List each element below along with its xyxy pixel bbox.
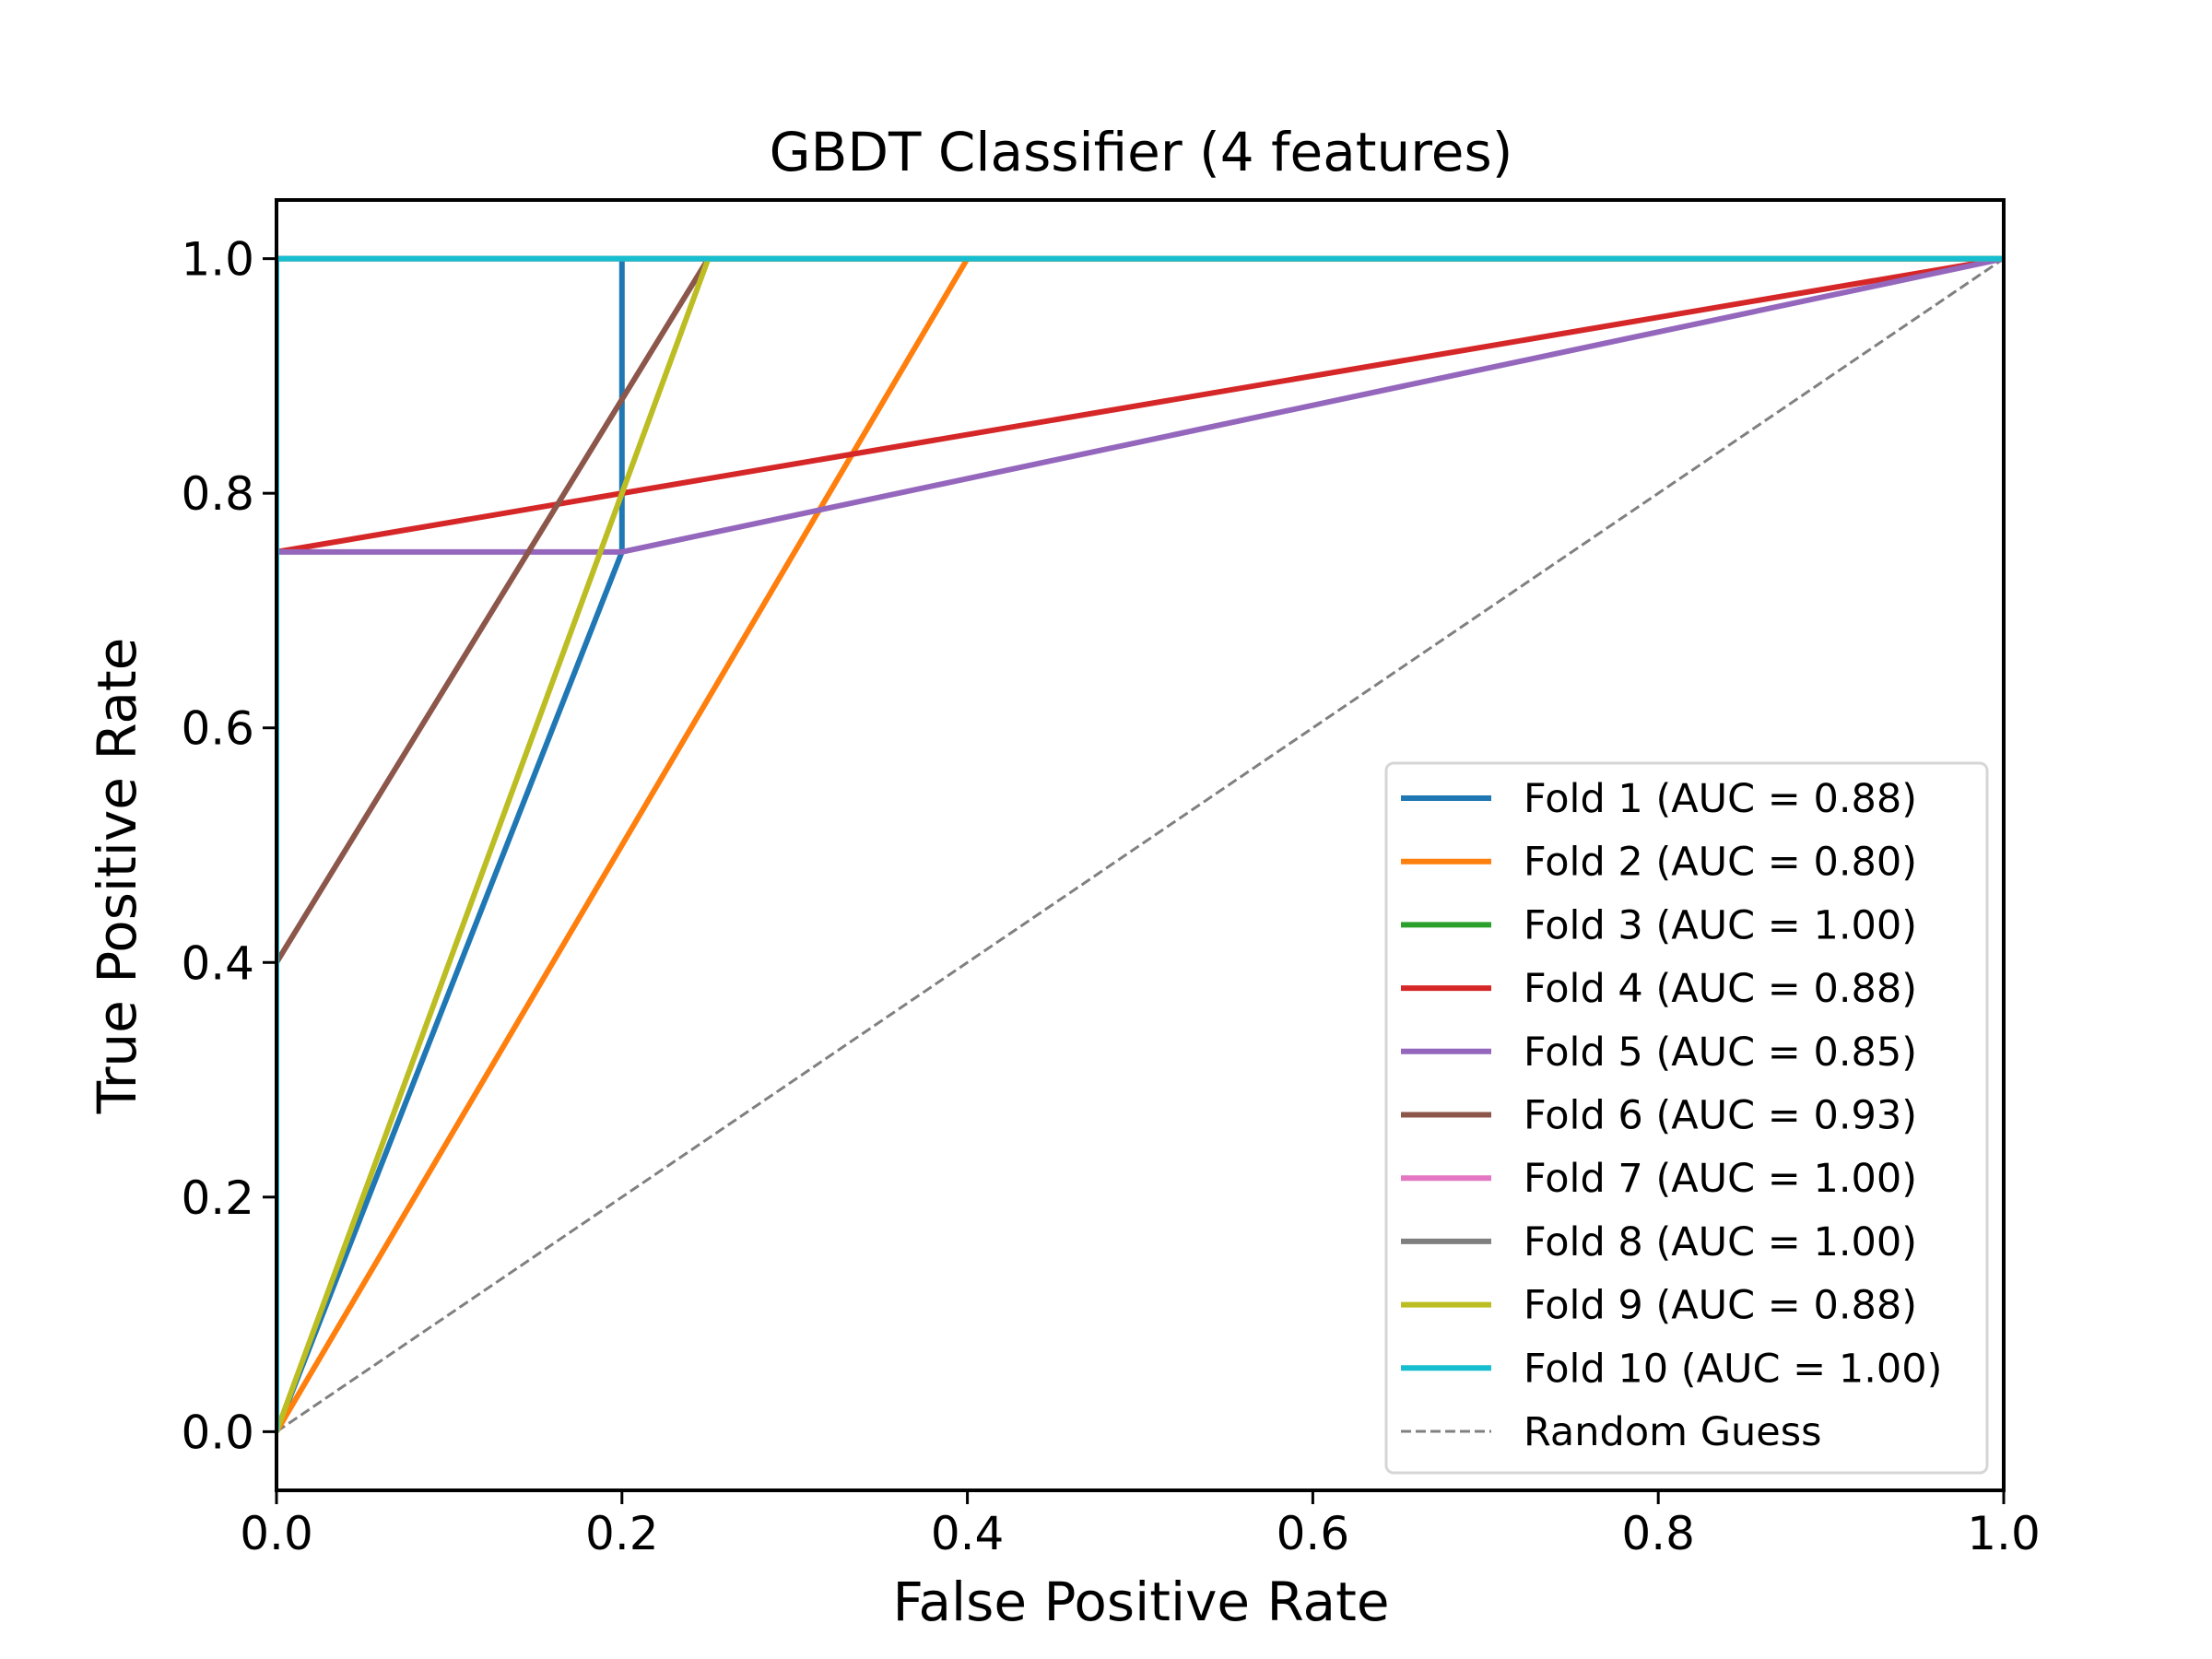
legend-label: Fold 2 (AUC = 0.80) bbox=[1524, 840, 1917, 886]
plot-frame bbox=[275, 198, 2006, 1492]
legend-entry: Fold 4 (AUC = 0.88) bbox=[1401, 966, 1917, 1012]
x-axis-label: False Positive Rate bbox=[892, 1571, 1389, 1633]
legend-entry: Fold 2 (AUC = 0.80) bbox=[1401, 840, 1917, 886]
legend-label: Fold 9 (AUC = 0.88) bbox=[1524, 1283, 1917, 1329]
y-tick-label: 0.6 bbox=[181, 702, 254, 756]
legend-entry: Fold 10 (AUC = 1.00) bbox=[1401, 1346, 1942, 1392]
legend-entry: Fold 8 (AUC = 1.00) bbox=[1401, 1219, 1917, 1265]
legend: Fold 1 (AUC = 0.88) Fold 2 (AUC = 0.80) Fo… bbox=[1384, 761, 1989, 1475]
random-guess-line bbox=[276, 257, 2004, 1433]
x-tick-label: 0.0 bbox=[240, 1507, 313, 1560]
legend-entry: Fold 3 (AUC = 1.00) bbox=[1401, 902, 1917, 948]
legend-label: Fold 4 (AUC = 0.88) bbox=[1524, 966, 1917, 1012]
legend-label: Random Guess bbox=[1524, 1409, 1822, 1455]
series-line-fold-10 bbox=[276, 255, 2004, 1432]
legend-entry: Fold 1 (AUC = 0.88) bbox=[1401, 776, 1917, 822]
legend-entry: Random Guess bbox=[1401, 1409, 1822, 1455]
legend-entry: Fold 6 (AUC = 0.93) bbox=[1401, 1093, 1917, 1139]
series-line-fold-4 bbox=[276, 255, 2004, 1432]
legend-label: Fold 8 (AUC = 1.00) bbox=[1524, 1219, 1917, 1265]
y-tick-label: 0.8 bbox=[181, 467, 254, 521]
plot-series bbox=[276, 255, 2004, 1433]
chart-title: GBDT Classifier (4 features) bbox=[770, 121, 1513, 183]
y-tick-label: 0.4 bbox=[181, 936, 254, 990]
x-tick-label: 0.4 bbox=[931, 1507, 1005, 1560]
legend-label: Fold 10 (AUC = 1.00) bbox=[1524, 1346, 1942, 1392]
x-tick-label: 0.2 bbox=[585, 1507, 659, 1560]
y-tick-label: 1.0 bbox=[181, 233, 254, 287]
legend-label: Fold 6 (AUC = 0.93) bbox=[1524, 1093, 1917, 1139]
legend-entry: Fold 5 (AUC = 0.85) bbox=[1401, 1030, 1917, 1076]
x-tick-label: 1.0 bbox=[1967, 1507, 2041, 1560]
y-tick-label: 0.0 bbox=[181, 1406, 254, 1459]
x-tick-label: 0.8 bbox=[1621, 1507, 1695, 1560]
legend-label: Fold 5 (AUC = 0.85) bbox=[1524, 1030, 1917, 1076]
legend-entry: Fold 9 (AUC = 0.88) bbox=[1401, 1283, 1917, 1329]
legend-label: Fold 7 (AUC = 1.00) bbox=[1524, 1156, 1917, 1202]
x-tick-label: 0.6 bbox=[1277, 1507, 1350, 1560]
y-axis-label: True Positive Rate bbox=[86, 638, 148, 1115]
axes: 0.0 0.2 0.4 0.6 0.8 1.0 0.0 0.2 0.4 0.6 0.8 1.0 bbox=[181, 198, 2041, 1560]
legend-label: Fold 3 (AUC = 1.00) bbox=[1524, 902, 1917, 948]
legend-entry: Fold 7 (AUC = 1.00) bbox=[1401, 1156, 1917, 1202]
series-line-fold-5 bbox=[276, 255, 2004, 1432]
legend-label: Fold 1 (AUC = 0.88) bbox=[1524, 776, 1917, 822]
legend-box bbox=[1384, 761, 1989, 1475]
y-tick-label: 0.2 bbox=[181, 1171, 254, 1225]
